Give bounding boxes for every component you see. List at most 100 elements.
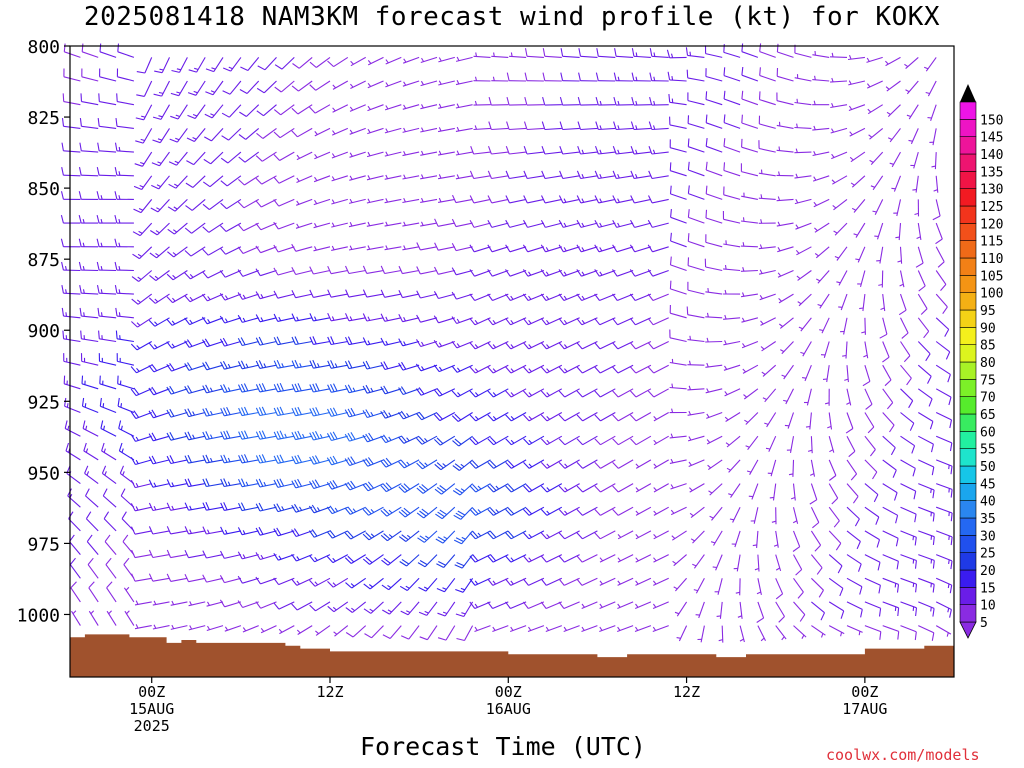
wind-barb [540,412,563,422]
wind-barb [935,554,953,570]
wind-barb [866,56,883,63]
wind-barb [240,57,260,71]
wind-barb [362,265,384,274]
wind-barb [710,530,723,546]
wind-barb [117,375,135,390]
wind-barb [103,511,117,532]
wind-barb [542,96,562,106]
wind-barb [758,219,776,224]
source-credit-link[interactable]: coolwx.com/models [826,746,980,764]
wind-barb [594,506,616,516]
wind-barb [135,128,153,144]
wind-barb [273,478,295,488]
wind-barb [652,625,669,633]
wind-barb [166,340,188,349]
wind-barb [184,293,206,303]
wind-barb [687,257,705,272]
wind-barb [96,166,117,177]
wind-barb [416,242,438,251]
wind-barb [705,362,723,368]
wind-barb [366,245,384,251]
wind-barb [612,170,634,180]
y-tick-label: 1000 [17,605,60,626]
colorbar-swatch [959,465,977,484]
wind-barb [864,554,881,571]
wind-barb [864,601,882,617]
wind-barb [576,554,598,563]
colorbar-label: 135 [980,165,1003,180]
wind-barb [451,340,473,349]
wind-barb [255,430,277,440]
wind-barb [420,56,438,64]
wind-barb [631,48,651,58]
wind-barb [846,506,860,527]
wind-barb [97,118,117,129]
wind-barb [576,459,598,469]
wind-barb [220,406,242,417]
colorbar-label: 110 [980,252,1003,267]
wind-barb [309,359,331,369]
wind-barb [687,138,705,153]
wind-barb [88,610,99,626]
wind-barb [148,479,170,488]
colorbar-swatch [959,587,977,605]
wind-barb [523,170,544,180]
wind-barb [522,293,545,302]
wind-barb [171,57,188,73]
wind-barb [219,269,242,278]
wind-barb [776,196,794,202]
wind-barb [291,478,313,489]
wind-barb [540,293,563,302]
x-tick-label: 00Z [851,683,878,701]
wind-barb [362,313,384,322]
wind-barb [775,578,784,600]
wind-barb [398,530,420,542]
wind-barb [914,199,920,217]
wind-barb [420,221,438,227]
wind-barb [788,459,795,477]
wind-barb [776,92,794,106]
wind-barb [916,223,922,240]
wind-barb [402,221,420,227]
wind-barb [879,317,888,339]
wind-barb [238,454,259,464]
wind-barb [136,80,153,97]
wind-barb [309,455,331,465]
wind-barb [415,363,438,372]
wind-barb [420,80,438,87]
x-tick-label: 00Z [495,683,522,701]
wind-barb [487,195,509,204]
wind-barb [62,93,81,106]
wind-barb [69,557,81,579]
wind-barb [838,293,848,311]
wind-barb [842,341,848,359]
wind-barb [309,479,331,490]
wind-barb [876,246,884,264]
wind-barb [362,409,384,419]
wind-barb [273,290,295,299]
wind-barb [273,336,295,346]
wind-barb [106,610,117,626]
wind-barb [900,625,917,641]
wind-barb [187,104,206,120]
wind-barb [296,625,313,635]
wind-barb [746,459,759,475]
wind-barb [237,600,259,609]
wind-barb [63,43,81,58]
wind-barb [167,222,188,235]
wind-barb [333,625,349,637]
wind-barb [220,502,242,511]
wind-barb [402,245,420,251]
wind-barb [438,80,455,86]
wind-barb [540,269,562,277]
wind-barb [819,317,830,334]
wind-barb [759,293,776,301]
wind-barb [402,151,420,157]
wind-barb [332,104,349,113]
wind-barb [202,222,224,233]
wind-barb [816,270,830,284]
wind-barb [558,459,580,469]
wind-barb [222,80,242,95]
wind-barb [505,219,527,228]
